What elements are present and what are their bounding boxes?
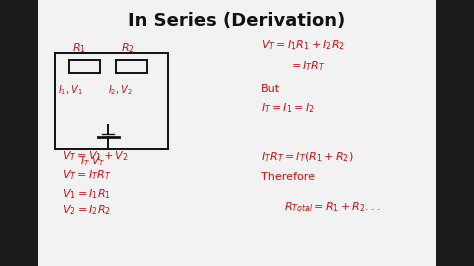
Text: $V_T = I_T R_T$: $V_T = I_T R_T$	[62, 169, 111, 182]
Text: $I_T R_T = I_T(R_1 + R_2)$: $I_T R_T = I_T(R_1 + R_2)$	[261, 150, 353, 164]
Text: $I_2, V_2$: $I_2, V_2$	[108, 83, 133, 97]
Text: $= I_T R_T$: $= I_T R_T$	[289, 60, 326, 73]
Bar	[69, 60, 100, 73]
Text: $I_1, V_1$: $I_1, V_1$	[58, 83, 83, 97]
Text: $R_2$: $R_2$	[121, 41, 135, 55]
Bar	[38, 0, 436, 266]
Text: $I_T \ V_T$: $I_T \ V_T$	[80, 154, 105, 168]
Text: But: But	[261, 84, 280, 94]
Text: Therefore: Therefore	[261, 172, 315, 182]
Text: $R_{Total} = R_1 + R_2 ...$: $R_{Total} = R_1 + R_2 ...$	[284, 201, 381, 214]
Text: $R_1$: $R_1$	[72, 41, 86, 55]
Text: $V_2 = I_2 R_2$: $V_2 = I_2 R_2$	[62, 203, 110, 217]
Text: In Series (Derivation): In Series (Derivation)	[128, 12, 346, 30]
Text: $V_T = I_1 R_1 + I_2 R_2$: $V_T = I_1 R_1 + I_2 R_2$	[261, 38, 345, 52]
Text: $I_T = I_1 = I_2$: $I_T = I_1 = I_2$	[261, 101, 314, 115]
Bar	[116, 60, 147, 73]
Text: $V_1 = I_1 R_1$: $V_1 = I_1 R_1$	[62, 187, 110, 201]
Text: $V_T = V_1 + V_2$: $V_T = V_1 + V_2$	[62, 149, 128, 163]
